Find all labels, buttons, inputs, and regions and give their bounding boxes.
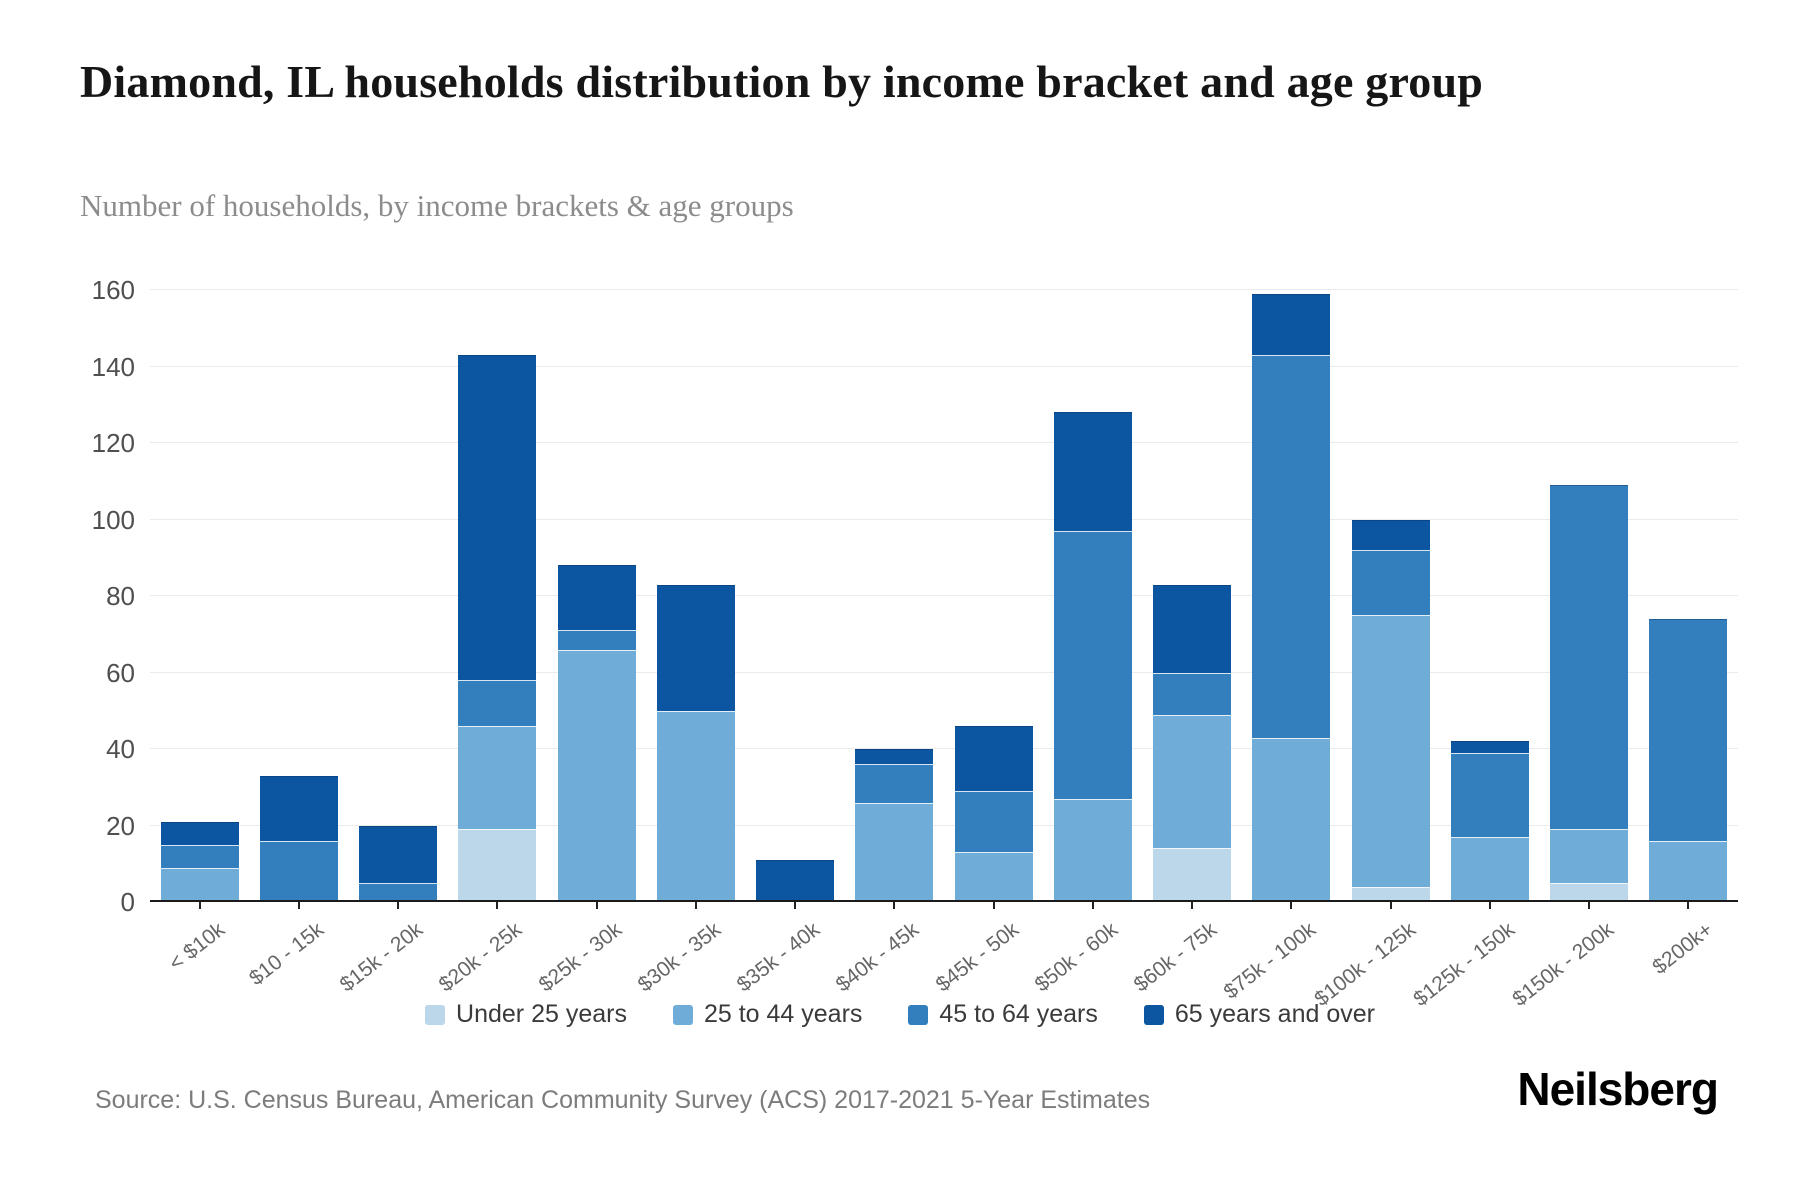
bar-segment: [955, 791, 1033, 853]
gridline: [150, 289, 1738, 290]
x-axis-tick: [1489, 902, 1491, 909]
y-axis-tick-label: 20: [106, 810, 135, 841]
bar-segment: [1451, 836, 1529, 902]
x-axis-tick: [993, 902, 995, 909]
x-axis-tick: [1191, 902, 1193, 909]
bar-segment: [458, 355, 536, 681]
legend-label: 65 years and over: [1174, 1000, 1375, 1028]
bar-segment: [260, 840, 338, 902]
x-axis-tick: [893, 902, 895, 909]
bar-segment: [1649, 618, 1727, 841]
x-axis-tick: [794, 902, 796, 909]
bar-segment: [1153, 714, 1231, 849]
bar-segment: [657, 710, 735, 902]
y-axis-tick-label: 120: [91, 428, 135, 458]
bar-segment: [1252, 293, 1330, 356]
source-text: Source: U.S. Census Bureau, American Com…: [95, 1086, 1151, 1114]
bar-segment: [1252, 737, 1330, 902]
gridline: [150, 748, 1738, 749]
bar-segment: [756, 859, 834, 902]
bar-segment: [359, 882, 437, 902]
legend-swatch: [425, 1004, 446, 1025]
bar-segment: [1451, 752, 1529, 837]
x-axis-tick: [1687, 902, 1689, 909]
bar-segment: [161, 844, 239, 868]
bar-segment: [1352, 886, 1430, 902]
y-axis-tick-label: 160: [91, 275, 135, 305]
gridline: [150, 595, 1738, 596]
x-axis-tick: [1588, 902, 1590, 909]
legend-item: 45 to 64 years: [908, 1000, 1098, 1029]
bar-segment: [1252, 355, 1330, 738]
bar-segment: [955, 726, 1033, 792]
bar-segment: [1550, 485, 1628, 830]
y-axis-tick-label: 60: [106, 657, 135, 688]
y-axis-tick-label: 0: [120, 887, 135, 917]
legend: Under 25 years 25 to 44 years 45 to 64 yea…: [0, 1000, 1800, 1029]
x-axis-tick: [298, 902, 300, 909]
bar-segment: [458, 680, 536, 727]
legend-swatch: [672, 1004, 693, 1025]
bar-segment: [260, 775, 338, 841]
bar-segment: [1451, 741, 1529, 753]
gridline: [150, 365, 1738, 367]
bar-segment: [1352, 519, 1430, 551]
brand-logo: Neilsberg: [1517, 1063, 1719, 1115]
x-axis-tick: [596, 902, 598, 909]
x-axis-tick: [397, 902, 399, 909]
gridline: [150, 442, 1738, 443]
bar-segment: [359, 825, 437, 883]
x-axis-tick: [199, 902, 201, 909]
bar-segment: [955, 852, 1033, 902]
legend-label: 45 to 64 years: [939, 1000, 1098, 1028]
bar-segment: [1550, 882, 1628, 902]
bar-segment: [855, 764, 933, 803]
bar-segment: [1352, 550, 1430, 616]
bar-segment: [1352, 615, 1430, 887]
legend-swatch: [908, 1004, 929, 1025]
legend-item: 65 years and over: [1143, 1000, 1375, 1029]
x-axis-tick: [496, 902, 498, 909]
legend-item: Under 25 years: [425, 1000, 627, 1029]
bar-segment: [1153, 848, 1231, 902]
x-axis-tick: [1290, 902, 1292, 909]
y-axis-tick-label: 140: [91, 351, 135, 382]
y-axis-tick-label: 80: [106, 581, 135, 611]
bar-segment: [1054, 798, 1132, 902]
legend-item: 25 to 44 years: [672, 1000, 863, 1029]
legend-label: Under 25 years: [456, 1000, 627, 1028]
bar-segment: [161, 867, 239, 902]
x-axis-tick: [1092, 902, 1094, 909]
bar-segment: [558, 630, 636, 650]
bar-segment: [1054, 412, 1132, 531]
chart-title: Diamond, IL households distribution by i…: [80, 56, 1484, 107]
legend-label: 25 to 44 years: [703, 1000, 863, 1028]
bar-segment: [657, 584, 735, 711]
bar-segment: [1649, 840, 1727, 902]
y-axis-tick-label: 100: [91, 504, 135, 535]
gridline: [150, 824, 1738, 826]
bar-segment: [1054, 530, 1132, 799]
chart-subtitle: Number of households, by income brackets…: [80, 188, 794, 223]
bar-segment: [1153, 584, 1231, 673]
bar-segment: [161, 821, 239, 845]
bar-segment: [1153, 672, 1231, 715]
y-axis-tick-label: 40: [106, 734, 135, 764]
bar-segment: [458, 726, 536, 830]
bar-segment: [1550, 829, 1628, 883]
x-axis-line: [150, 900, 1738, 902]
bar-segment: [458, 829, 536, 902]
plot-area: < $10k $10 - 15k $15k - 20k $20k - 25k $25k …: [150, 289, 1738, 1011]
bar-segment: [855, 802, 933, 902]
bar-segment: [558, 565, 636, 631]
gridline: [150, 671, 1738, 673]
legend-swatch: [1143, 1004, 1164, 1025]
bar-segment: [855, 749, 933, 765]
gridline: [150, 518, 1738, 520]
x-axis-tick: [1390, 902, 1392, 909]
bar-segment: [558, 649, 636, 902]
x-axis-tick: [695, 902, 697, 909]
